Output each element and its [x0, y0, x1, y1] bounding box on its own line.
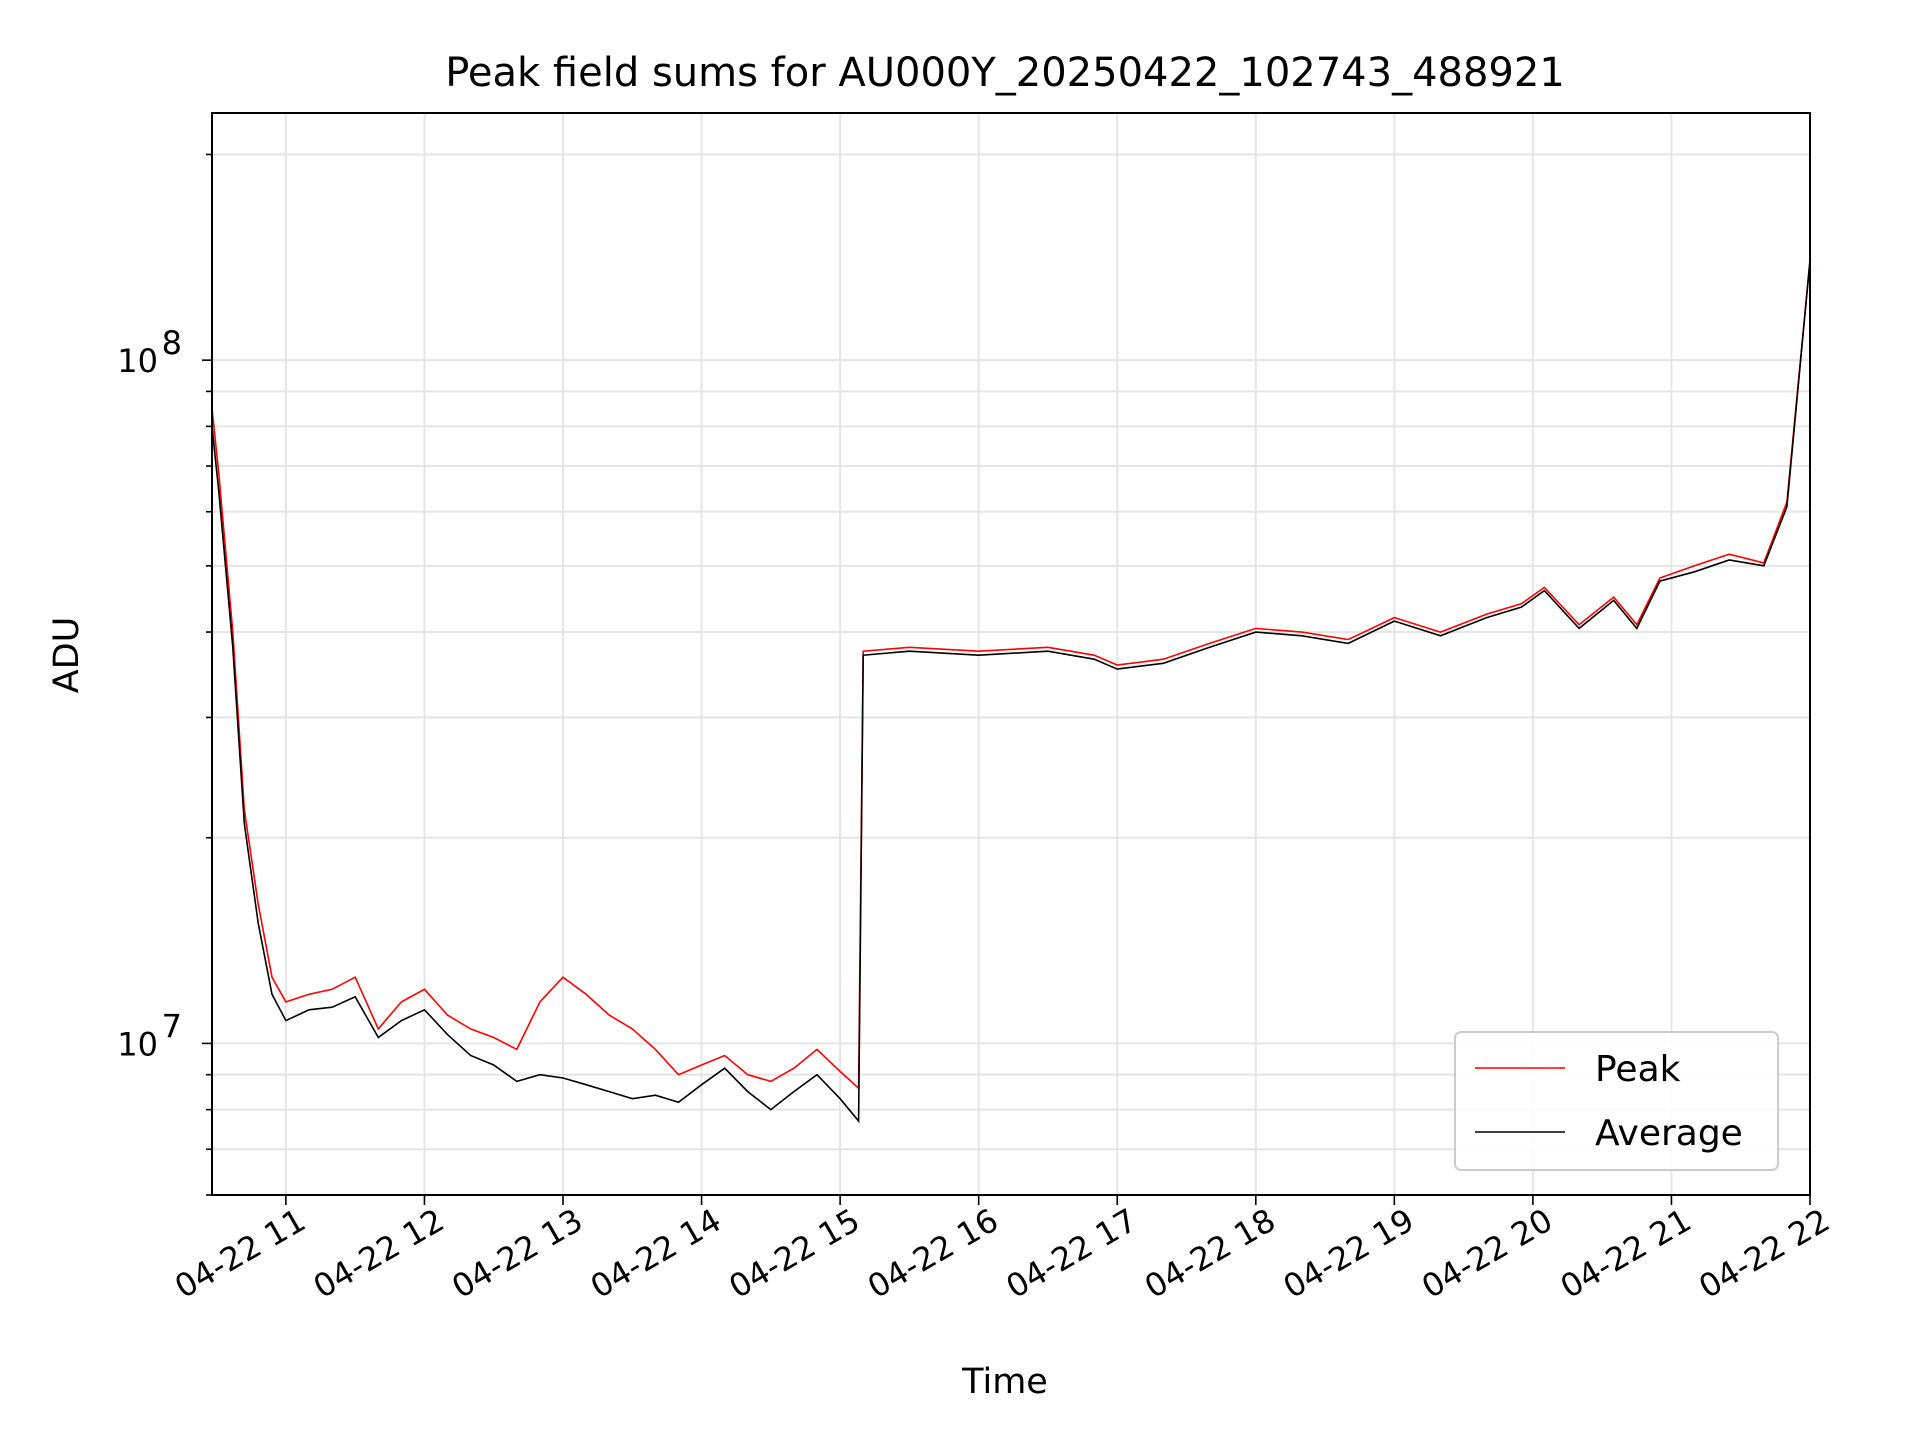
y-tick-label: 10 — [117, 342, 158, 380]
legend-box — [1454, 1031, 1779, 1171]
y-tick-label-exponent: 7 — [162, 1007, 182, 1045]
chart-title: Peak field sums for AU000Y_20250422_1027… — [445, 50, 1565, 96]
y-tick-label-exponent: 8 — [162, 324, 182, 362]
legend: Peak Average — [1454, 1031, 1779, 1171]
plot-frame — [211, 112, 1811, 1196]
legend-peak-label: Peak — [1595, 1049, 1681, 1090]
series-average-line — [212, 260, 1810, 1124]
y-axis-label: ADU — [47, 617, 87, 694]
x-axis-label: Time — [961, 1362, 1048, 1402]
series-peak-line — [212, 260, 1810, 1090]
legend-average-label: Average — [1595, 1113, 1743, 1154]
plot-area — [212, 260, 1810, 1124]
y-tick-label: 10 — [117, 1025, 158, 1063]
grid — [212, 113, 1811, 1196]
